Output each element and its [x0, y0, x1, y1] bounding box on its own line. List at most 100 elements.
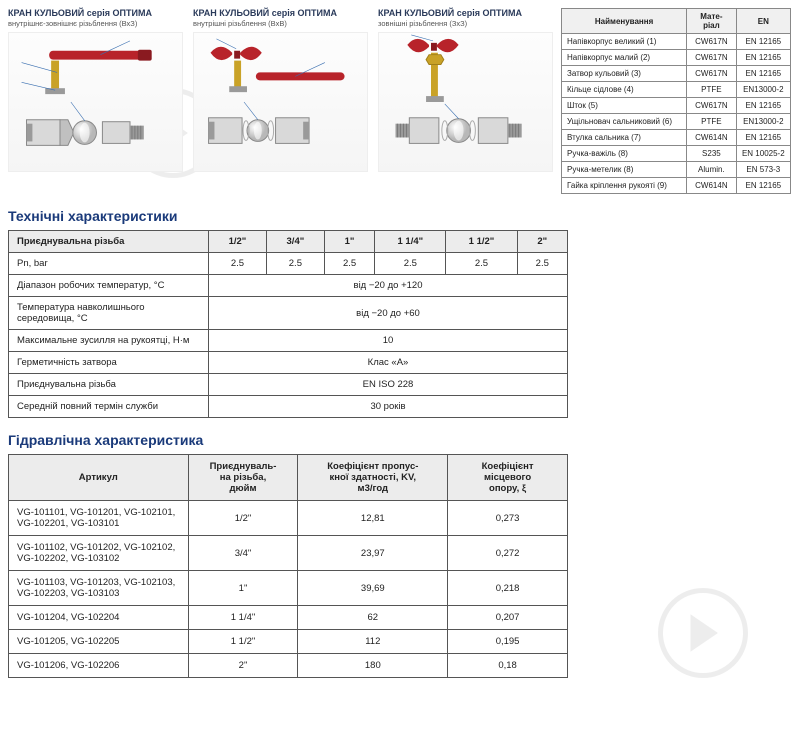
table-cell: 2.5 — [446, 253, 517, 275]
hydro-title: Гідравлічна характеристика — [8, 432, 791, 448]
table-cell: 0,18 — [448, 654, 568, 678]
table-cell: 3/4" — [188, 536, 298, 571]
table-cell: PTFE — [687, 82, 736, 98]
table-cell: 62 — [298, 606, 448, 630]
table-row: Середній повний термін служби30 років — [9, 396, 568, 418]
table-cell: 23,97 — [298, 536, 448, 571]
table-row: Гайка кріплення рукояті (9)CW614NEN 1216… — [562, 178, 791, 194]
table-row: Діапазон робочих температур, °Cвід −20 д… — [9, 275, 568, 297]
table-cell: Втулка сальника (7) — [562, 130, 687, 146]
table-cell: EN 573-3 — [736, 162, 790, 178]
table-cell: 2.5 — [517, 253, 567, 275]
table-cell: Pn, bar — [9, 253, 209, 275]
materials-header: EN — [736, 9, 790, 34]
table-row: Напівкорпус малий (2)CW617NEN 12165 — [562, 50, 791, 66]
table-cell: EN13000-2 — [736, 82, 790, 98]
table-cell: 39,69 — [298, 571, 448, 606]
table-row: Шток (5)CW617NEN 12165 — [562, 98, 791, 114]
table-header: Приєднуваль- на різьба, дюйм — [188, 455, 298, 501]
table-row: Pn, bar2.52.52.52.52.52.5 — [9, 253, 568, 275]
diagram-block-2: КРАН КУЛЬОВИЙ серія ОПТИМА внутрішні різ… — [193, 8, 368, 172]
table-cell: 12,81 — [298, 501, 448, 536]
table-cell: Ущільновач сальниковий (6) — [562, 114, 687, 130]
table-cell: VG-101204, VG-102204 — [9, 606, 189, 630]
table-cell: Напівкорпус малий (2) — [562, 50, 687, 66]
table-cell: VG-101206, VG-102206 — [9, 654, 189, 678]
table-cell: EN 12165 — [736, 98, 790, 114]
table-row: VG-101205, VG-1022051 1/2"1120,195 — [9, 630, 568, 654]
table-cell: CW617N — [687, 66, 736, 82]
table-cell: EN13000-2 — [736, 114, 790, 130]
table-row: VG-101206, VG-1022062"1800,18 — [9, 654, 568, 678]
table-cell: S235 — [687, 146, 736, 162]
diagram-image — [8, 32, 183, 172]
table-header: Приєднувальна різьба — [9, 231, 209, 253]
diagram-title: КРАН КУЛЬОВИЙ серія ОПТИМА — [378, 8, 553, 18]
table-cell: Клас «А» — [209, 352, 568, 374]
table-row: Напівкорпус великий (1)CW617NEN 12165 — [562, 34, 791, 50]
table-row: Кільце сідлове (4)PTFEEN13000-2 — [562, 82, 791, 98]
tech-specs-title: Технічні характеристики — [8, 208, 791, 224]
table-cell: 2.5 — [209, 253, 267, 275]
table-header: 3/4" — [266, 231, 324, 253]
table-cell: 1" — [188, 571, 298, 606]
table-cell: Діапазон робочих температур, °C — [9, 275, 209, 297]
table-header: Коефіцієнт місцевого опору, ξ — [448, 455, 568, 501]
diagram-title: КРАН КУЛЬОВИЙ серія ОПТИМА — [8, 8, 183, 18]
table-cell: 1 1/4" — [188, 606, 298, 630]
table-row: Ущільновач сальниковий (6)PTFEEN13000-2 — [562, 114, 791, 130]
table-row: Ручка-важіль (8)S235EN 10025-2 — [562, 146, 791, 162]
table-cell: Середній повний термін служби — [9, 396, 209, 418]
table-cell: 2.5 — [266, 253, 324, 275]
table-header: 1 1/2" — [446, 231, 517, 253]
diagram-block-1: КРАН КУЛЬОВИЙ серія ОПТИМА внутрішнє-зов… — [8, 8, 183, 172]
table-cell: 180 — [298, 654, 448, 678]
watermark-icon — [658, 588, 748, 678]
table-cell: Приєднувальна різьба — [9, 374, 209, 396]
table-row: VG-101204, VG-1022041 1/4"620,207 — [9, 606, 568, 630]
table-cell: EN 12165 — [736, 130, 790, 146]
table-cell: 0,218 — [448, 571, 568, 606]
table-cell: EN 12165 — [736, 34, 790, 50]
diagram-subtitle: внутрішнє-зовнішнє різьблення (ВхЗ) — [8, 19, 183, 28]
table-cell: PTFE — [687, 114, 736, 130]
table-cell: VG-101103, VG-101203, VG-102103, VG-1022… — [9, 571, 189, 606]
table-cell: EN 12165 — [736, 66, 790, 82]
table-cell: EN 12165 — [736, 50, 790, 66]
table-row: Температура навколишнього середовища, °C… — [9, 297, 568, 330]
tech-specs-table: Приєднувальна різьба1/2"3/4"1"1 1/4"1 1/… — [8, 230, 568, 418]
table-cell: EN ISO 228 — [209, 374, 568, 396]
table-cell: від −20 до +120 — [209, 275, 568, 297]
table-cell: від −20 до +60 — [209, 297, 568, 330]
table-cell: Alumin. — [687, 162, 736, 178]
hydro-table: АртикулПриєднуваль- на різьба, дюймКоефі… — [8, 454, 568, 678]
table-header: 2" — [517, 231, 567, 253]
table-cell: Шток (5) — [562, 98, 687, 114]
materials-table: Найменування Мате- ріал EN Напівкорпус в… — [561, 8, 791, 194]
table-cell: EN 12165 — [736, 178, 790, 194]
table-cell: 0,273 — [448, 501, 568, 536]
diagram-subtitle: внутрішні різьблення (ВхВ) — [193, 19, 368, 28]
diagram-image — [378, 32, 553, 172]
table-cell: 2.5 — [324, 253, 374, 275]
diagram-subtitle: зовнішні різьблення (ЗхЗ) — [378, 19, 553, 28]
top-row: КРАН КУЛЬОВИЙ серія ОПТИМА внутрішнє-зов… — [8, 8, 791, 194]
table-cell: 1/2" — [188, 501, 298, 536]
table-cell: 2" — [188, 654, 298, 678]
table-cell: CW617N — [687, 98, 736, 114]
table-header: Коефіцієнт пропус- кної здатності, KV, м… — [298, 455, 448, 501]
table-cell: EN 10025-2 — [736, 146, 790, 162]
table-header: 1 1/4" — [375, 231, 446, 253]
table-row: Втулка сальника (7)CW614NEN 12165 — [562, 130, 791, 146]
table-header: 1" — [324, 231, 374, 253]
table-cell: 112 — [298, 630, 448, 654]
table-cell: 0,207 — [448, 606, 568, 630]
table-cell: VG-101102, VG-101202, VG-102102, VG-1022… — [9, 536, 189, 571]
table-header: 1/2" — [209, 231, 267, 253]
table-cell: Напівкорпус великий (1) — [562, 34, 687, 50]
table-cell: 1 1/2" — [188, 630, 298, 654]
materials-header: Найменування — [562, 9, 687, 34]
materials-header: Мате- ріал — [687, 9, 736, 34]
table-row: VG-101101, VG-101201, VG-102101, VG-1022… — [9, 501, 568, 536]
table-cell: 30 років — [209, 396, 568, 418]
